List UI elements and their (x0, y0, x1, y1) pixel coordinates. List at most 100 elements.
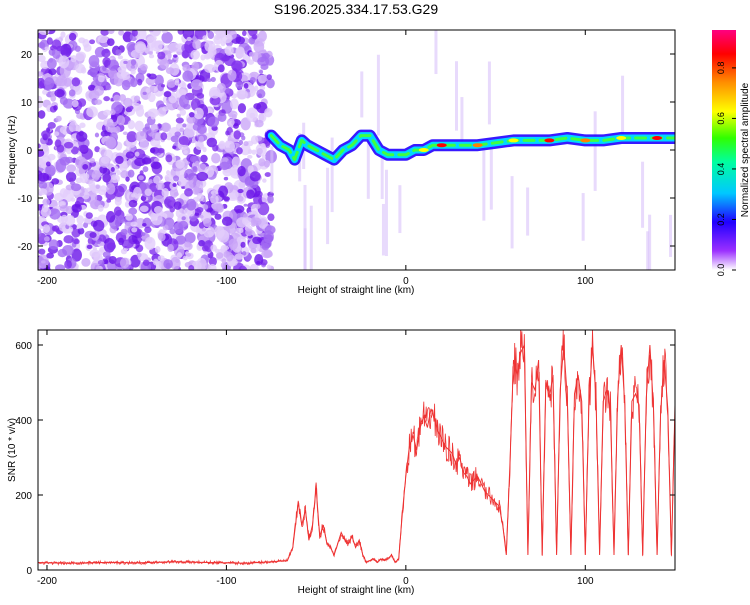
spectrogram-noise-cell (198, 214, 204, 219)
spectrogram-noise-cell (63, 141, 74, 149)
spectrogram-noise-cell (236, 147, 243, 155)
spectrogram-noise-cell (172, 183, 177, 187)
spectrogram-noise-cell (196, 92, 205, 99)
spectrogram-noise-cell (233, 205, 245, 214)
spectrogram-noise-cell (183, 127, 196, 138)
spectrogram-noise-cell (190, 49, 200, 60)
spectrogram-noise-cell (106, 183, 116, 195)
spectrogram-y-tick-label: -10 (18, 194, 33, 205)
spectrogram-noise-cell (131, 227, 138, 233)
snr-y-tick-label: 200 (15, 491, 32, 502)
spectrogram-streak (381, 203, 385, 256)
spectrogram-noise-cell (220, 245, 227, 254)
snr-x-tick-label: 100 (577, 576, 594, 587)
spectrogram-noise-cell (126, 131, 138, 143)
spectrogram-noise-cell (135, 106, 145, 117)
spectrogram-noise-cell (133, 95, 141, 102)
spectrogram-noise-cell (178, 136, 189, 146)
spectrogram-streak (384, 169, 388, 257)
spectrogram-noise-cell (105, 211, 116, 223)
spectrogram-noise-cell (151, 213, 163, 226)
spectrogram-noise-cell (204, 54, 211, 60)
spectrogram-noise-cell (210, 194, 219, 205)
spectrogram-noise-cell (127, 119, 136, 130)
spectrogram-noise-cell (47, 153, 56, 161)
colorbar-label: Normalized spectral amplitude (740, 82, 750, 217)
spectrogram-noise-cell (183, 103, 191, 110)
spectrogram-noise-cell (237, 103, 247, 114)
snr-x-tick-label: -200 (37, 576, 57, 587)
spectrogram-noise-cell (163, 91, 172, 98)
spectrogram-noise-cell (130, 49, 143, 59)
spectrogram-streak (489, 143, 493, 210)
spectrogram-noise-cell (186, 36, 192, 42)
spectrogram-noise-cell (134, 151, 140, 157)
spectrogram-noise-cell (81, 258, 91, 267)
spectrogram-noise-cell (190, 79, 203, 91)
spectrogram-noise-cell (121, 239, 134, 249)
spectrogram-noise-cell (230, 98, 239, 110)
spectrogram-noise-cell (231, 60, 243, 72)
spectrogram-streak (455, 61, 459, 131)
spectrogram-noise-cell (117, 215, 125, 224)
spectrogram-noise-cell (138, 175, 144, 181)
spectrogram-noise-cell (45, 164, 56, 177)
spectrogram-noise-cell (46, 127, 51, 133)
spectrogram-noise-cell (111, 176, 117, 181)
spectrogram-noise-cell (207, 31, 215, 40)
spectrogram-noise-cell (159, 59, 170, 70)
spectrogram-noise-cell (38, 188, 48, 196)
spectrogram-noise-cell (177, 30, 184, 35)
spectrogram-noise-cell (160, 84, 166, 88)
spectrogram-noise-cell (116, 70, 128, 79)
spectrogram-noise-cell (110, 166, 115, 172)
spectrogram-noise-cell (70, 183, 82, 192)
spectrogram-noise-cell (116, 115, 126, 126)
spectrogram-noise-cell (240, 90, 246, 95)
spectrogram-noise-cell (76, 223, 84, 229)
spectrogram-noise-cell (94, 132, 100, 138)
spectrogram-noise-cell (165, 154, 173, 163)
spectrogram-noise-cell (70, 197, 76, 202)
spectrogram-noise-cell (221, 216, 233, 227)
spectrogram-noise-cell (186, 116, 196, 124)
spectrogram-noise-cell (160, 122, 172, 133)
spectrogram-noise-cell (71, 77, 81, 87)
spectrogram-noise-cell (50, 95, 57, 102)
spectrogram-noise-cell (133, 186, 142, 199)
spectrogram-noise-cell (182, 123, 187, 128)
spectrogram-noise-cell (263, 160, 270, 168)
spectrogram-noise-cell (182, 30, 195, 40)
spectrogram-noise-cell (263, 230, 274, 244)
spectrogram-noise-cell (76, 196, 84, 206)
spectrogram-noise-cell (204, 40, 216, 53)
spectrogram-noise-cell (38, 71, 44, 77)
spectrogram-noise-cell (62, 245, 74, 256)
spectrogram-noise-cell (139, 205, 149, 213)
spectrogram-noise-cell (253, 40, 265, 53)
spectrogram-noise-cell (101, 48, 111, 58)
spectrogram-noise-cell (94, 66, 100, 71)
spectrogram-noise-cell (264, 107, 273, 118)
spectrogram-noise-cell (97, 204, 104, 212)
snr-series-line (38, 344, 675, 564)
spectrogram-noise-cell (211, 152, 221, 164)
spectrogram-noise-cell (181, 82, 187, 89)
spectrogram-noise-cell (122, 131, 128, 136)
spectrogram-noise-cell (59, 96, 68, 105)
spectrogram-noise-cell (42, 89, 48, 95)
spectrogram-noise-cell (195, 142, 205, 151)
spectrogram-noise-cell (90, 262, 100, 270)
spectrogram-noise-cell (216, 203, 224, 213)
spectrogram-noise-cell (252, 236, 262, 245)
spectrogram-noise-cell (175, 159, 185, 169)
spectrogram-noise-cell (162, 224, 169, 231)
colorbar-tick-label: 0.0 (716, 264, 726, 277)
spectrogram-noise-cell (127, 160, 132, 166)
spectrogram-noise-cell (70, 146, 79, 155)
spectrogram-noise-cell (232, 113, 237, 120)
spectrogram-noise-cell (149, 182, 159, 192)
spectrogram-noise-cell (134, 157, 146, 167)
spectrogram-noise-cell (157, 147, 165, 154)
spectrogram-noise-cell (88, 180, 96, 188)
